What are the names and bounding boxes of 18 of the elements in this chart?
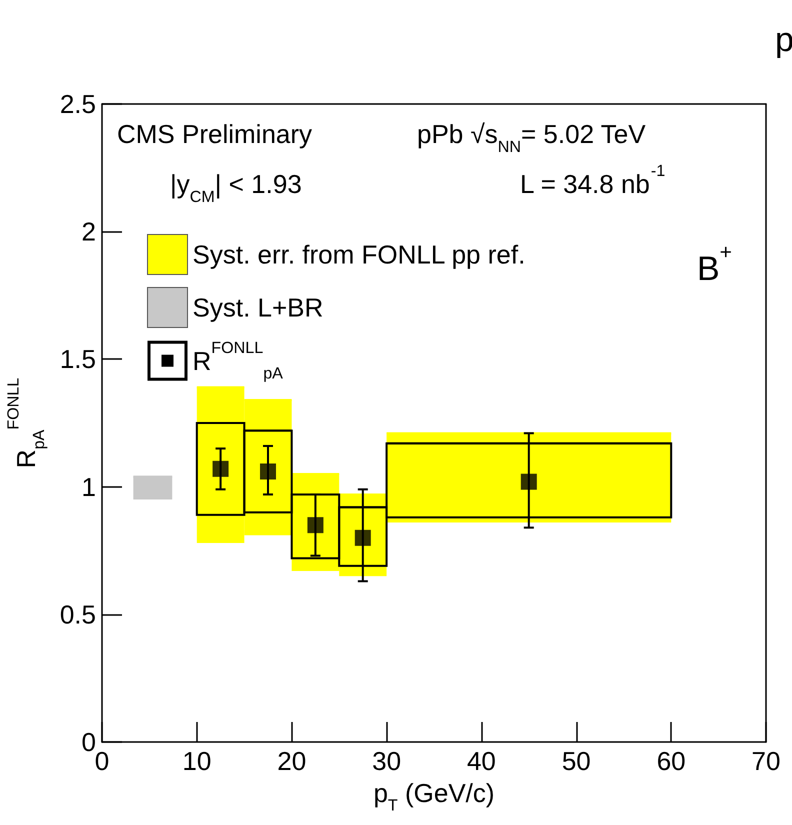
x-tick-label: 30 xyxy=(372,746,402,776)
y-tick-label: 1 xyxy=(82,472,96,502)
x-tick-label: 10 xyxy=(182,746,212,776)
legend-label: Syst. L+BR xyxy=(192,292,324,322)
x-tick-label: 70 xyxy=(752,746,780,776)
x-tick-label: 50 xyxy=(562,746,591,776)
annotation: CMS Preliminary xyxy=(117,119,312,149)
y-tick-label: 1.5 xyxy=(60,344,96,374)
x-tick-label: 20 xyxy=(277,746,306,776)
y-tick-label: 2.5 xyxy=(60,89,96,119)
y-tick-label: 2 xyxy=(82,216,96,247)
x-tick-label: 60 xyxy=(656,746,686,776)
legend-label: Syst. err. from FONLL pp ref. xyxy=(192,240,526,270)
x-tick-label: 40 xyxy=(466,746,496,776)
y-axis-title: RpAFONLL xyxy=(4,378,48,468)
y-tick-label: 0.5 xyxy=(60,599,96,630)
annotation: B+ xyxy=(697,240,732,288)
y-tick-label: 0 xyxy=(82,727,96,757)
